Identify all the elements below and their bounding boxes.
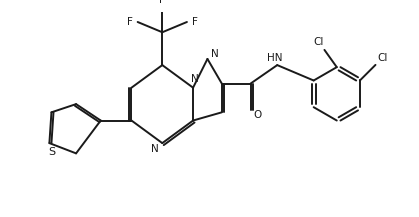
Text: N: N (151, 144, 159, 154)
Text: F: F (159, 0, 165, 5)
Text: HN: HN (267, 53, 283, 63)
Text: O: O (254, 110, 262, 120)
Text: Cl: Cl (313, 37, 323, 47)
Text: F: F (192, 17, 198, 27)
Text: N: N (211, 49, 219, 59)
Text: Cl: Cl (378, 53, 388, 62)
Text: S: S (48, 147, 55, 157)
Text: N: N (191, 74, 199, 84)
Text: F: F (127, 17, 132, 27)
